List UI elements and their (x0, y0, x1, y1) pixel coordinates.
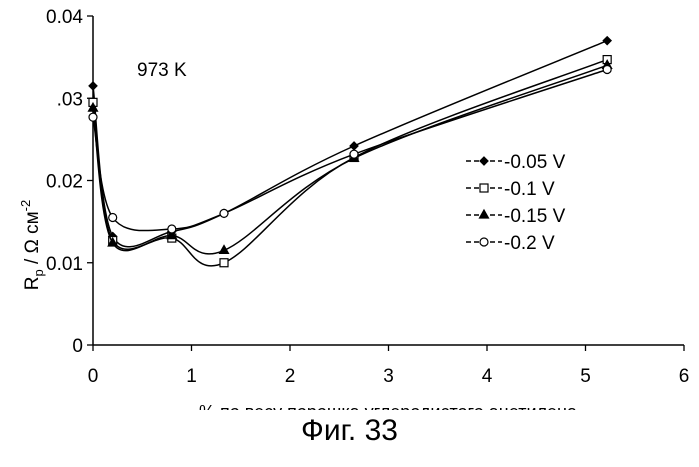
y-tick-label: 0.02 (46, 172, 83, 193)
y-tick-label: .03 (57, 89, 83, 110)
data-point (603, 37, 611, 45)
x-tick-label: 3 (383, 366, 394, 387)
x-axis-label: % по весу порошка углеродистого ацетилен… (199, 402, 578, 410)
legend-label: -0.05 V (504, 152, 566, 173)
x-tick-label: 0 (88, 366, 99, 387)
data-point (220, 209, 228, 217)
data-point (89, 113, 97, 121)
legend-label: -0.1 V (504, 179, 555, 200)
data-point (168, 225, 176, 233)
legend: -0.05 V -0.1 V -0.15 V -0.2 V (466, 152, 566, 254)
y-tick-label: 0.01 (46, 254, 83, 275)
data-point (350, 142, 358, 150)
legend-label: -0.2 V (504, 233, 555, 254)
temperature-annotation: 973 K (137, 60, 187, 81)
legend-item: -0.1 V (466, 179, 555, 200)
data-point (603, 65, 611, 73)
y-axis-label-rest: / Ω см (22, 211, 43, 269)
y-axis-label: Rp / Ω см-2 (18, 200, 46, 290)
legend-marker (480, 238, 488, 246)
legend-item: -0.15 V (466, 206, 566, 227)
y-axis-label-sup: -2 (18, 200, 33, 212)
x-tick-label: 4 (482, 366, 493, 387)
figure-caption: Фиг. 33 (0, 414, 699, 448)
data-point (220, 259, 228, 267)
legend-marker (480, 157, 488, 165)
x-tick-label: 2 (285, 366, 296, 387)
legend-item: -0.05 V (466, 152, 566, 173)
legend-item: -0.2 V (466, 233, 555, 254)
data-point (109, 214, 117, 222)
y-tick-label: 0 (72, 336, 83, 357)
y-tick-label: 0.04 (46, 7, 83, 28)
legend-label: -0.15 V (504, 206, 566, 227)
x-tick-label: 1 (186, 366, 197, 387)
chart: 0 0.01 0.02 .03 0.04 0 1 2 3 4 5 6 973 K % по весу … (0, 0, 699, 410)
data-point (350, 150, 358, 158)
y-axis-label-main: R (22, 276, 43, 290)
legend-marker (480, 210, 489, 218)
x-tick-label: 5 (580, 366, 591, 387)
y-axis-label-sub: p (31, 269, 46, 276)
legend-marker (480, 184, 488, 192)
x-tick-label: 6 (679, 366, 690, 387)
data-point (89, 82, 97, 90)
